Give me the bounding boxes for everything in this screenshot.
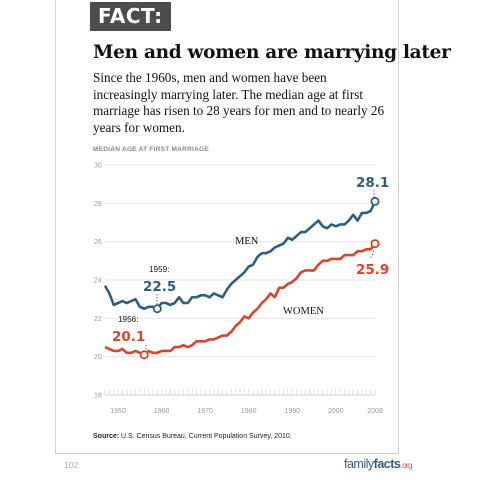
y-tick-label: 28 [94, 201, 102, 208]
annotation-marker [139, 350, 149, 360]
familyfacts-logo: familyfacts.org [344, 457, 413, 471]
annotation-value-label: 20.1 [112, 329, 145, 345]
x-tick-label: 2009 [367, 408, 383, 415]
annotation-value-label: 25.9 [356, 262, 389, 278]
logo-family: family [344, 457, 374, 471]
series-line-men [103, 200, 377, 311]
annotation-marker [370, 239, 380, 249]
fact-badge: FACT: [90, 2, 171, 31]
y-tick-label: 30 [94, 163, 102, 170]
logo-facts: facts [373, 457, 401, 471]
y-tick-label: 22 [94, 316, 102, 323]
page-number: 102 [64, 460, 79, 470]
x-tick-label: 1980 [241, 408, 257, 415]
x-tick-label: 1960 [154, 408, 170, 415]
annotation-value-label: 28.1 [356, 175, 389, 191]
annotation-value-label: 22.5 [143, 279, 176, 295]
series-label-women: WOMEN [283, 306, 324, 317]
chart-ylabel: MEDIAN AGE AT FIRST MARRIAGE [93, 146, 209, 153]
logo-org: .org [400, 461, 413, 470]
y-tick-label: 26 [94, 239, 102, 246]
y-tick-label: 20 [94, 354, 102, 361]
source-note: Source: U.S. Census Bureau, Current Popu… [93, 433, 292, 440]
y-tick-label: 24 [94, 278, 102, 285]
annotation-marker [370, 196, 380, 206]
source-text: U.S. Census Bureau, Current Population S… [121, 433, 292, 440]
annotation-year-label: 1956: [118, 315, 139, 324]
annotation-leader [369, 250, 375, 260]
fact-card [55, 0, 399, 454]
page-title: Men and women are marrying later [93, 42, 451, 63]
x-tick-label: 1990 [284, 408, 300, 415]
description: Since the 1960s, men and women have been… [93, 70, 385, 135]
y-tick-label: 18 [94, 393, 102, 400]
x-tick-label: 1970 [197, 408, 213, 415]
annotation-year-label: 1959: [149, 265, 170, 274]
x-tick-label: 1950 [110, 408, 126, 415]
source-label: Source: [93, 433, 120, 440]
annotation-marker [152, 304, 162, 314]
x-tick-label: 2000 [328, 408, 344, 415]
series-label-men: MEN [235, 236, 259, 247]
series-line-women [104, 242, 377, 357]
